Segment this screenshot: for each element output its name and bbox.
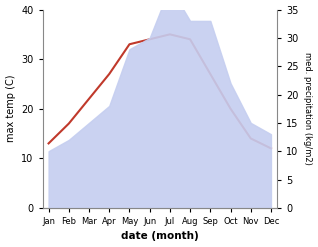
X-axis label: date (month): date (month) [121, 231, 199, 242]
Y-axis label: med. precipitation (kg/m2): med. precipitation (kg/m2) [303, 52, 313, 165]
Y-axis label: max temp (C): max temp (C) [5, 75, 16, 143]
